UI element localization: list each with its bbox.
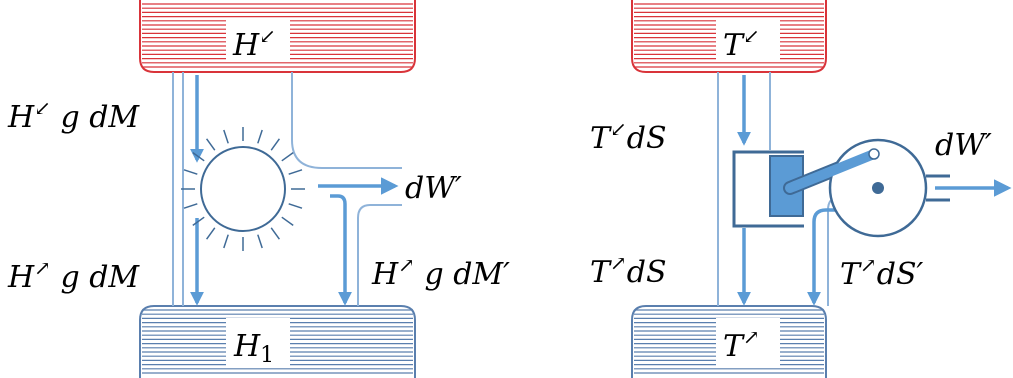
wheel-spoke — [257, 129, 263, 144]
wheel-spoke — [192, 216, 205, 227]
lower-reservoir-left — [139, 305, 416, 378]
wheel-spoke — [183, 169, 198, 175]
wheel-spoke — [223, 234, 229, 249]
upper-reservoir-label-right: T↙ — [723, 24, 760, 63]
wheel-spoke — [270, 138, 281, 151]
lower-reservoir-right — [631, 305, 827, 378]
lower-reservoir-label-left: H1 — [233, 329, 274, 368]
upper-reservoir-label-left: H↙ — [232, 24, 276, 63]
water-wheel-diagram: H↙ H1 H↙ g dM H↗ g dM H↗ g dM′ dW′ — [7, 0, 510, 378]
wheel-spoke — [223, 129, 229, 144]
in-flow-label-right: T↙dS — [590, 117, 667, 156]
wheel-spoke — [270, 227, 281, 240]
in-flow-label-left: H↙ g dM — [7, 96, 140, 135]
wheel-spoke — [281, 151, 294, 162]
flow-arrows-right — [737, 75, 1012, 306]
piston-crank-icon — [732, 138, 950, 238]
sun-wheel-icon — [181, 127, 305, 251]
wheel-spoke — [257, 234, 263, 249]
out-flow-label-right: T↗dS — [590, 251, 667, 290]
out-flow-prime-label-right: T↗dS′ — [840, 253, 924, 292]
wheel-spoke — [192, 151, 205, 162]
work-label-right: dW′ — [935, 128, 992, 163]
wheel-spoke — [205, 138, 216, 151]
upper-reservoir-left — [139, 0, 416, 73]
wheel-spoke — [288, 203, 303, 209]
wheel-spoke — [281, 216, 294, 227]
upper-reservoir-right — [631, 0, 827, 73]
out-flow-prime-label-left: H↗ g dM′ — [371, 253, 510, 292]
wheel-spoke — [205, 227, 216, 240]
heat-engine-diagram: T↙ T↗ T↙dS T↗dS T↗dS′ dW′ — [590, 0, 1012, 378]
wheel-spoke — [183, 203, 198, 209]
lower-reservoir-label-right: T↗ — [723, 325, 760, 364]
wheel-spoke — [288, 169, 303, 175]
out-flow-label-left: H↗ g dM — [7, 256, 140, 295]
flow-arrows-left — [190, 75, 399, 306]
work-label-left: dW′ — [405, 171, 462, 206]
